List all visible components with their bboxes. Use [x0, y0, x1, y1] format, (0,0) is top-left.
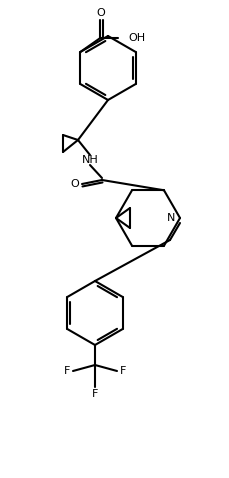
Text: F: F — [119, 366, 126, 376]
Text: O: O — [70, 179, 79, 189]
Text: NH: NH — [81, 155, 98, 165]
Text: OH: OH — [128, 33, 145, 43]
Text: F: F — [63, 366, 70, 376]
Text: N: N — [166, 213, 174, 223]
Text: F: F — [91, 389, 98, 399]
Text: O: O — [95, 8, 104, 18]
